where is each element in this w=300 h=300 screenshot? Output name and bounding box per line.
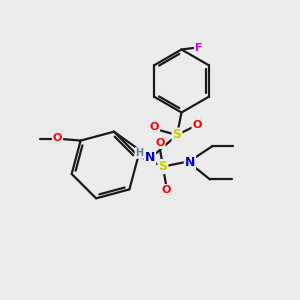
Text: F: F bbox=[195, 43, 202, 53]
Text: O: O bbox=[150, 122, 159, 133]
Text: H: H bbox=[135, 148, 144, 158]
Text: N: N bbox=[185, 156, 195, 169]
Text: O: O bbox=[192, 119, 202, 130]
Text: O: O bbox=[53, 133, 62, 142]
Text: S: S bbox=[172, 128, 182, 142]
Text: O: O bbox=[161, 185, 171, 195]
Text: S: S bbox=[158, 160, 167, 173]
Text: N: N bbox=[145, 151, 155, 164]
Text: O: O bbox=[155, 138, 165, 148]
